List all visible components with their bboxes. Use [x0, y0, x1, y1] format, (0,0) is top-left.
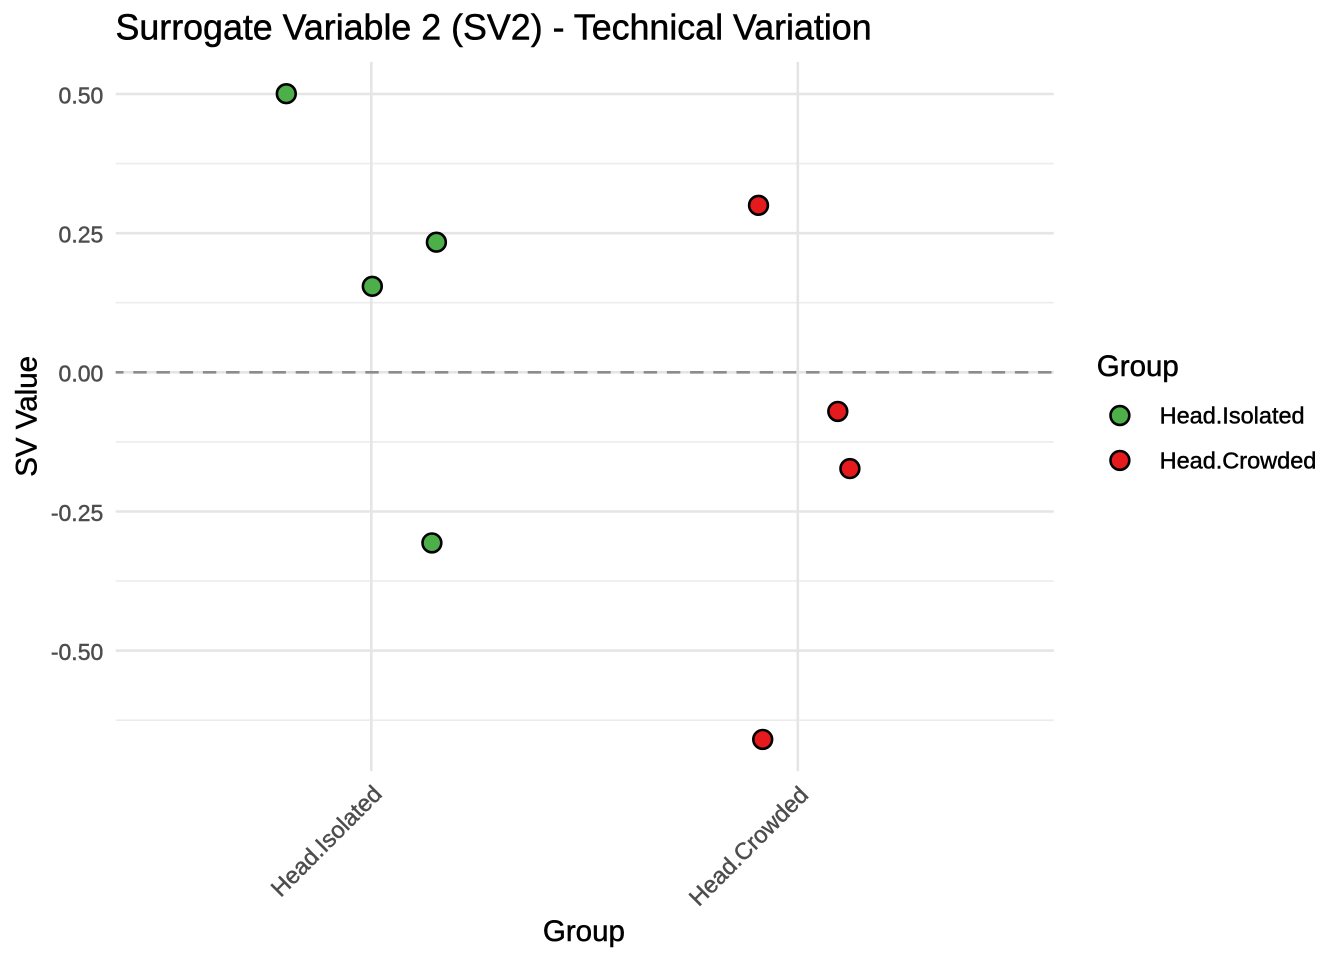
svg-text:-0.25: -0.25	[51, 500, 103, 526]
svg-text:Head.Isolated: Head.Isolated	[1160, 402, 1305, 428]
svg-text:Group: Group	[543, 915, 625, 948]
svg-text:-0.50: -0.50	[51, 639, 103, 665]
svg-text:0.00: 0.00	[59, 361, 104, 387]
svg-text:Head.Crowded: Head.Crowded	[1160, 447, 1317, 473]
svg-text:Surrogate Variable 2 (SV2) - T: Surrogate Variable 2 (SV2) - Technical V…	[116, 7, 872, 47]
svg-text:Group: Group	[1097, 350, 1179, 383]
svg-text:SV Value: SV Value	[11, 356, 44, 477]
svg-text:0.25: 0.25	[59, 222, 104, 248]
svg-text:0.50: 0.50	[59, 82, 104, 108]
